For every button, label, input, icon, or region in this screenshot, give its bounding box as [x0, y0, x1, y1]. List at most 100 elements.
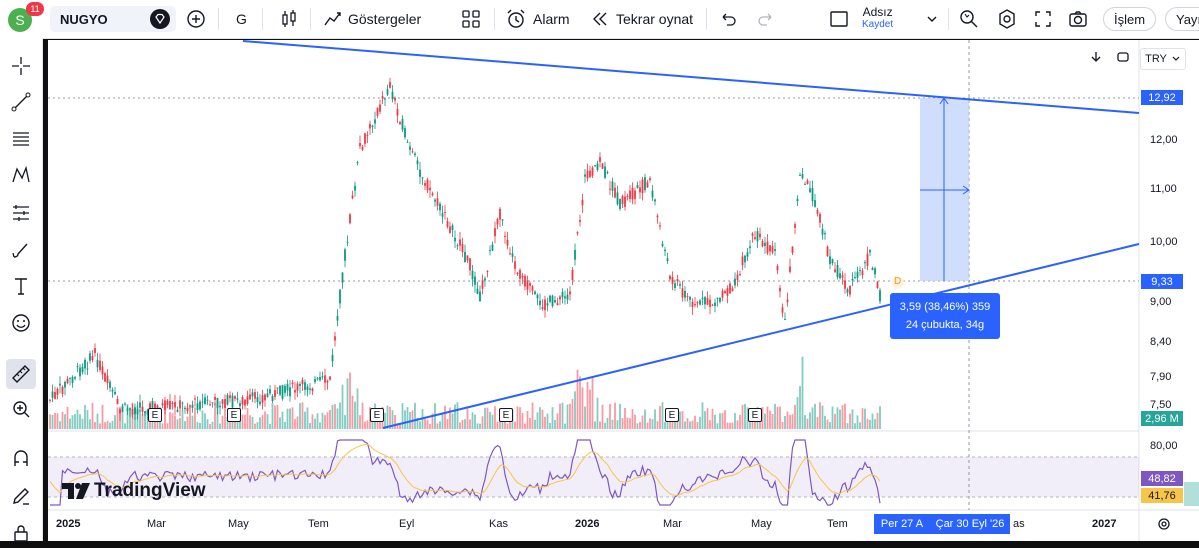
earnings-marker[interactable]: E [370, 408, 384, 422]
time-axis-label: May [751, 518, 772, 530]
arrow-down-icon[interactable] [1087, 48, 1105, 66]
symbol-name: NUGYO [60, 11, 108, 27]
price-axis-label: 12,00 [1150, 134, 1178, 146]
time-axis-label: 2025 [56, 518, 81, 530]
divider [706, 8, 707, 30]
divider [310, 8, 311, 30]
volume-badge: 2,96 M [1141, 411, 1183, 426]
time-axis-label: Tem [827, 518, 848, 530]
measure-tooltip: 3,59 (38,46%) 359 24 çubukta, 34g [890, 293, 1000, 339]
dividend-marker-label[interactable]: D [894, 276, 902, 287]
divider [218, 8, 219, 30]
trend-line-icon[interactable] [6, 87, 36, 117]
time-axis-label: Eyl [399, 518, 415, 530]
replay-button[interactable]: Tekrar oynat [590, 0, 693, 38]
diamond-icon[interactable] [150, 9, 170, 29]
top-price-badge: 12,92 [1141, 90, 1183, 105]
symbol-search[interactable]: NUGYO [50, 6, 176, 32]
divider [494, 8, 495, 30]
earnings-marker[interactable]: E [499, 408, 513, 422]
currency-selector[interactable]: TRY [1140, 48, 1186, 70]
alert-label: Alarm [533, 11, 570, 27]
layout-name[interactable]: Adsız Kaydet [862, 4, 893, 34]
rsi-value-badge: 48,82 [1141, 471, 1183, 486]
time-axis-label: Kas [489, 518, 508, 530]
notification-badge: 11 [26, 2, 44, 16]
text-tool-icon[interactable] [6, 271, 36, 301]
earnings-marker[interactable]: E [227, 408, 241, 422]
price-axis-label: 7,50 [1150, 399, 1172, 411]
chart-type-candles-icon[interactable] [278, 0, 300, 38]
rewind-icon [593, 12, 607, 26]
watermark-text: TradingView [94, 480, 206, 501]
time-highlight-end: Çar 30 Eyl '26 [930, 514, 1010, 534]
time-axis-label: as [1013, 518, 1025, 530]
pattern-icon[interactable] [6, 160, 36, 190]
indicators-label: Göstergeler [348, 11, 422, 27]
time-axis-label: 2026 [575, 518, 600, 530]
emoji-icon[interactable] [6, 308, 36, 338]
magnet-icon[interactable] [6, 444, 36, 474]
tradingview-watermark: TradingView [62, 480, 206, 502]
trade-button[interactable]: İşlem [1103, 7, 1157, 31]
price-axis-label: 11,00 [1150, 183, 1177, 195]
quick-search-icon[interactable] [958, 0, 980, 38]
earnings-marker[interactable]: E [148, 408, 162, 422]
redo-icon[interactable] [756, 0, 776, 38]
interval-button[interactable]: G [236, 11, 247, 27]
time-highlight-start: Per 27 A [874, 514, 930, 534]
fullscreen-icon[interactable] [1032, 0, 1054, 38]
earnings-marker[interactable]: E [665, 408, 679, 422]
layout-save-link[interactable]: Kaydet [862, 19, 894, 30]
price-axis-label: 10,00 [1150, 236, 1178, 248]
forecast-icon[interactable] [6, 198, 36, 228]
layout-title: Adsız [862, 5, 893, 19]
chevron-down-icon [1172, 56, 1180, 61]
divider [948, 8, 949, 30]
tradingview-logo-icon [62, 483, 90, 499]
time-axis-label: 2027 [1092, 518, 1117, 530]
fib-retracement-icon[interactable] [6, 124, 36, 154]
chart-settings-gear-icon[interactable] [1155, 515, 1173, 533]
camera-icon[interactable] [1067, 0, 1089, 38]
price-axis-label: 7,90 [1150, 371, 1172, 383]
publish-button[interactable]: Yayı [1165, 7, 1199, 31]
crosshair-icon[interactable] [6, 51, 36, 81]
top-toolbar: S 11 NUGYO G Göstergeler Alarm Tekrar oy… [0, 0, 1199, 39]
avatar-letter: S [15, 12, 25, 28]
undo-icon[interactable] [718, 0, 738, 38]
rsi-ma-badge: 41,76 [1141, 488, 1183, 503]
measure-change: 3,59 (38,46%) 359 [899, 301, 991, 313]
current-price-badge: 9,33 [1141, 274, 1183, 289]
chevron-down-icon[interactable] [925, 0, 939, 38]
brush-icon[interactable] [6, 235, 36, 265]
indicators-icon [324, 12, 341, 26]
layout-square-icon[interactable] [828, 0, 850, 38]
replay-label: Tekrar oynat [616, 11, 694, 27]
lock-drawing-pencil-icon[interactable] [6, 481, 36, 511]
measure-bars: 24 çubukta, 34g [905, 319, 985, 331]
time-axis-label: Mar [147, 518, 166, 530]
alarm-clock-icon [507, 9, 525, 28]
rsi-axis-label: 80,00 [1150, 440, 1178, 452]
earnings-marker[interactable]: E [748, 408, 762, 422]
compare-add-icon[interactable] [185, 0, 207, 38]
time-axis-label: Tem [308, 518, 329, 530]
ruler-measure-icon[interactable] [6, 359, 36, 389]
time-axis-label: Mar [663, 518, 682, 530]
time-axis-label: May [228, 518, 249, 530]
lock-icon[interactable] [6, 518, 36, 548]
layouts-grid-icon[interactable] [460, 0, 482, 38]
zoom-in-icon[interactable] [6, 394, 36, 424]
price-axis-label: 9,00 [1150, 296, 1172, 308]
settings-gear-icon[interactable] [996, 0, 1018, 38]
scroll-indicator[interactable] [1184, 482, 1199, 506]
currency-label: TRY [1145, 53, 1167, 65]
alert-button[interactable]: Alarm [505, 0, 570, 38]
divider [262, 8, 263, 30]
price-axis-label: 8,40 [1150, 336, 1172, 348]
indicators-button[interactable]: Göstergeler [322, 0, 421, 38]
auto-scale-icon[interactable] [1114, 48, 1132, 66]
drawing-toolbar [0, 38, 43, 542]
chart-area[interactable] [48, 40, 1199, 541]
